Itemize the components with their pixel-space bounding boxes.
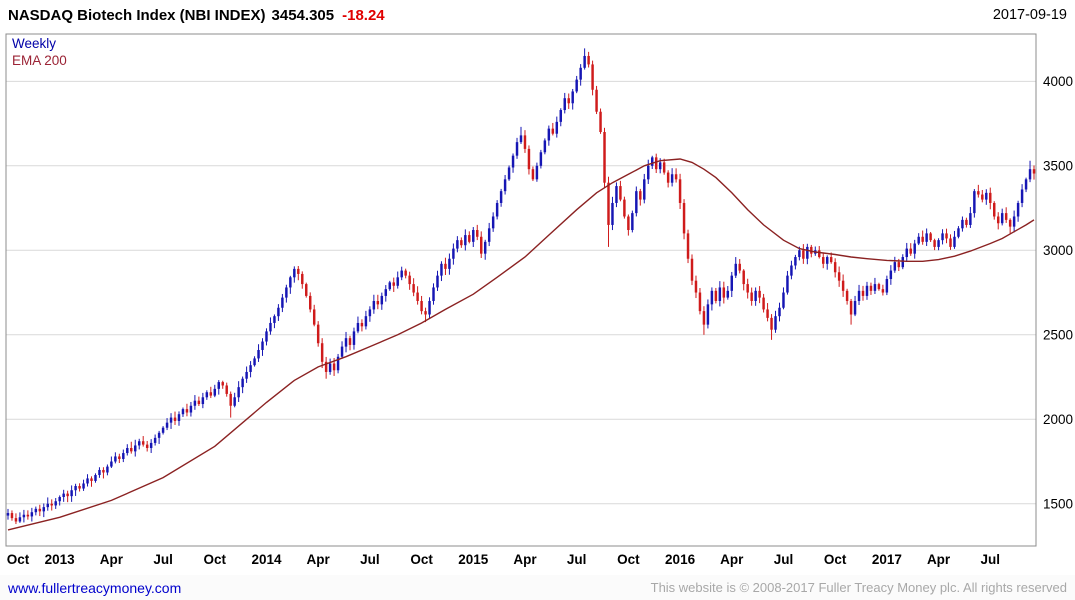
svg-text:Apr: Apr: [100, 552, 124, 567]
site-link[interactable]: www.fullertreacymoney.com: [8, 579, 182, 596]
svg-text:2000: 2000: [1043, 412, 1073, 427]
ema-legend-label: EMA 200: [12, 53, 67, 68]
svg-text:Oct: Oct: [204, 552, 227, 567]
svg-text:Oct: Oct: [824, 552, 847, 567]
svg-text:2500: 2500: [1043, 327, 1073, 342]
svg-text:3500: 3500: [1043, 158, 1073, 173]
svg-text:2017: 2017: [872, 552, 902, 567]
svg-text:Jul: Jul: [153, 552, 173, 567]
svg-text:Jul: Jul: [567, 552, 587, 567]
svg-text:Jul: Jul: [774, 552, 794, 567]
price-change: -18.24: [342, 6, 385, 24]
svg-text:Apr: Apr: [720, 552, 744, 567]
candles-layer: [6, 48, 1036, 525]
svg-text:4000: 4000: [1043, 74, 1073, 89]
svg-text:2013: 2013: [45, 552, 76, 567]
svg-text:Oct: Oct: [617, 552, 640, 567]
quote-date: 2017-09-19: [992, 7, 1067, 23]
svg-text:Apr: Apr: [307, 552, 331, 567]
svg-text:2016: 2016: [665, 552, 696, 567]
svg-text:Oct: Oct: [410, 552, 433, 567]
svg-text:Apr: Apr: [927, 552, 951, 567]
footer-bar: www.fullertreacymoney.com This website i…: [0, 575, 1075, 600]
instrument-title: NASDAQ Biotech Index (NBI INDEX): [8, 6, 266, 24]
copyright-text: This website is © 2008-2017 Fuller Treac…: [650, 580, 1067, 595]
svg-text:Jul: Jul: [360, 552, 380, 567]
svg-text:2014: 2014: [251, 552, 282, 567]
y-axis-labels: 1500 2000 2500 3000 3500 4000: [1043, 74, 1073, 511]
chart-header: NASDAQ Biotech Index (NBI INDEX) 3454.30…: [0, 0, 1075, 30]
svg-text:Apr: Apr: [513, 552, 537, 567]
svg-text:Jul: Jul: [981, 552, 1001, 567]
gridlines: [6, 80, 1036, 505]
last-price: 3454.305: [271, 6, 335, 24]
x-axis-labels: Oct 2013 Apr Jul Oct 2014 Apr Jul Oct 2015 Apr Jul O…: [7, 552, 1000, 567]
ema-line: [7, 158, 1035, 531]
chart-area: 1500 2000 2500 3000 3500 4000 Oct 2013 Apr Jul Oct…: [0, 30, 1075, 575]
svg-text:2015: 2015: [458, 552, 489, 567]
svg-text:1500: 1500: [1043, 496, 1073, 511]
timeframe-label: Weekly: [12, 36, 57, 51]
svg-text:Oct: Oct: [7, 552, 30, 567]
svg-text:3000: 3000: [1043, 243, 1073, 258]
